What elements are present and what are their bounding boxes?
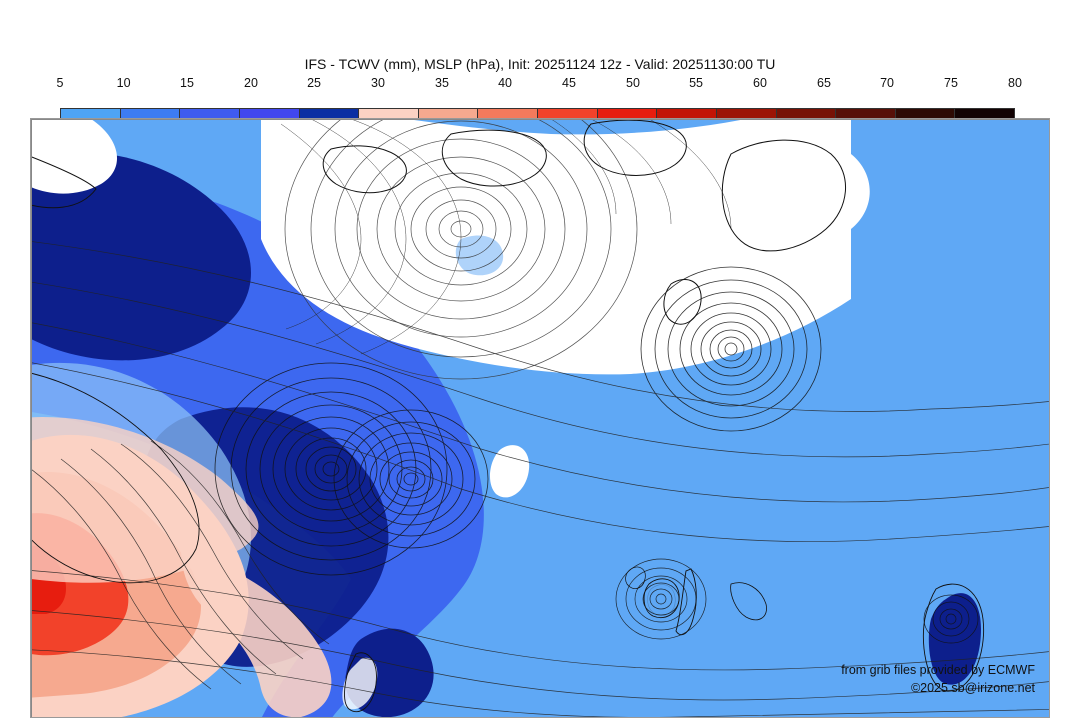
legend-tick-50: 50 — [626, 76, 640, 90]
legend-tick-80: 80 — [1008, 76, 1022, 90]
legend-tick-30: 30 — [371, 76, 385, 90]
legend-tick-45: 45 — [562, 76, 576, 90]
legend-tick-25: 25 — [307, 76, 321, 90]
color-scale-legend: 5 10 15 20 25 30 35 40 45 50 55 60 65 70… — [60, 76, 1015, 114]
legend-tick-5: 5 — [57, 76, 64, 90]
legend-tick-70: 70 — [880, 76, 894, 90]
weather-map-app: IFS - TCWV (mm), MSLP (hPa), Init: 20251… — [0, 0, 1080, 718]
legend-tick-75: 75 — [944, 76, 958, 90]
credit-copyright: ©2025 sb@irizone.net — [911, 681, 1035, 695]
legend-tick-40: 40 — [498, 76, 512, 90]
legend-tick-15: 15 — [180, 76, 194, 90]
credit-grib-source: from grib files provided by ECMWF — [841, 663, 1035, 677]
legend-tick-20: 20 — [244, 76, 258, 90]
legend-tick-65: 65 — [817, 76, 831, 90]
legend-tick-60: 60 — [753, 76, 767, 90]
legend-tick-35: 35 — [435, 76, 449, 90]
weather-map-canvas[interactable]: from grib files provided by ECMWF ©2025 … — [30, 118, 1050, 718]
legend-ticks-row: 5 10 15 20 25 30 35 40 45 50 55 60 65 70… — [60, 76, 1015, 92]
map-title: IFS - TCWV (mm), MSLP (hPa), Init: 20251… — [0, 56, 1080, 72]
legend-tick-55: 55 — [689, 76, 703, 90]
legend-tick-10: 10 — [117, 76, 131, 90]
